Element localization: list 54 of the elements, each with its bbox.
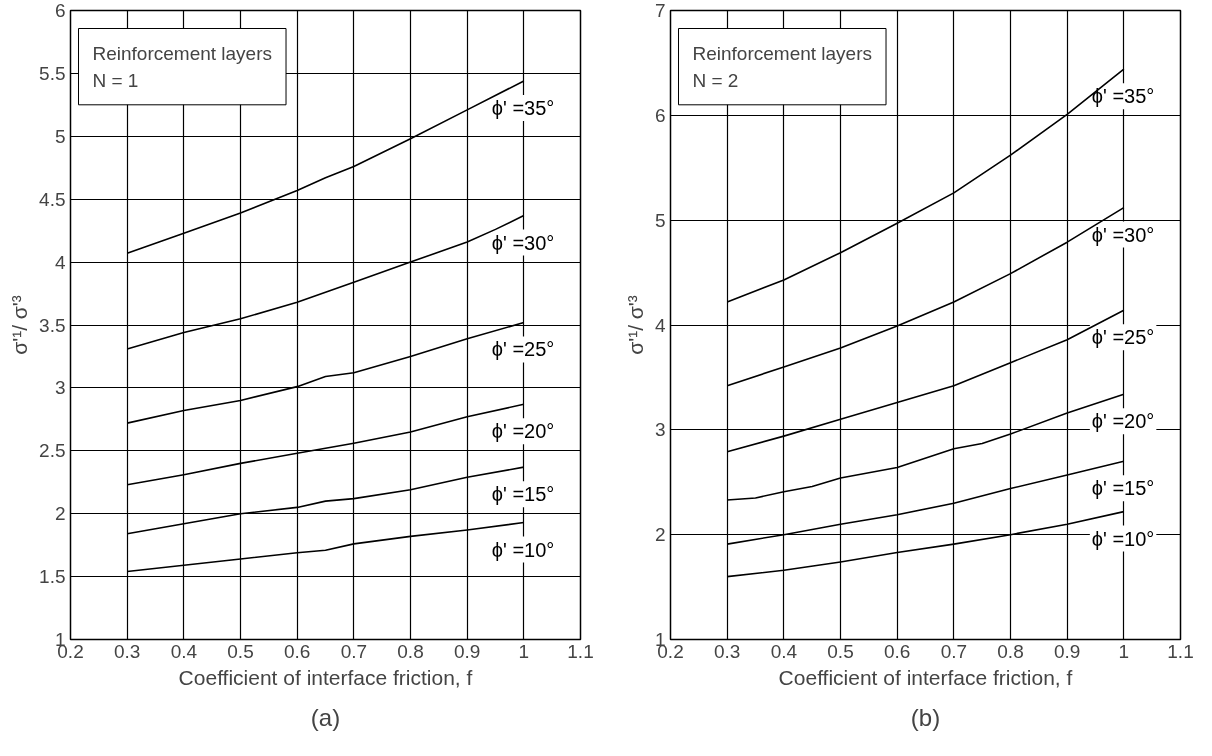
- y-tick-label: 1.5: [39, 566, 66, 588]
- series-label: ϕ' =25°: [491, 338, 555, 361]
- y-tick-label: 3: [654, 419, 666, 441]
- series-label: ϕ' =20°: [1091, 410, 1155, 433]
- x-tick-label: 0.3: [113, 640, 141, 662]
- x-axis-title: Coefficient of interface friction, f: [178, 665, 473, 689]
- y-tick-label: 3.5: [39, 314, 66, 336]
- y-tick-label: 5.5: [39, 62, 66, 84]
- y-tick-label: 2: [54, 503, 66, 525]
- y-tick-label: 4: [54, 251, 66, 273]
- x-tick-label: 0.9: [453, 640, 481, 662]
- y-tick-label: 6: [54, 0, 66, 21]
- x-tick-label: 1.1: [1167, 640, 1194, 662]
- series-label: ϕ' =35°: [1091, 85, 1155, 108]
- series-label: ϕ' =10°: [1091, 527, 1155, 550]
- y-tick-label: 2.5: [39, 440, 66, 462]
- annotation: Reinforcement layers N = 1: [92, 42, 273, 91]
- y-tick-label: 2: [654, 524, 666, 546]
- x-tick-label: 1.1: [567, 640, 594, 662]
- x-axis-title: Coefficient of interface friction, f: [778, 665, 1073, 689]
- y-axis-title: σ'¹/ σ'³: [8, 295, 32, 355]
- x-tick-label: 0.4: [170, 640, 198, 662]
- y-tick-label: 7: [654, 0, 666, 21]
- series-label: ϕ' =35°: [491, 96, 555, 119]
- y-tick-label: 4.5: [39, 188, 66, 210]
- x-tick-label: 0.8: [397, 640, 424, 662]
- x-tick-label: 0.7: [340, 640, 368, 662]
- series-label: ϕ' =20°: [491, 420, 555, 443]
- y-tick-label: 5: [54, 125, 66, 147]
- y-tick-label: 6: [654, 104, 666, 126]
- x-tick-label: 0.5: [827, 640, 854, 662]
- series-label: ϕ' =30°: [491, 231, 555, 254]
- text: (a): [310, 703, 341, 731]
- x-tick-label: 1: [1118, 640, 1130, 662]
- text: (b): [910, 703, 941, 731]
- x-tick-label: 0.8: [997, 640, 1024, 662]
- x-tick-label: 0.5: [227, 640, 254, 662]
- y-tick-label: 4: [654, 314, 666, 336]
- x-tick-label: 0.6: [283, 640, 311, 662]
- series-label: ϕ' =15°: [1091, 477, 1155, 500]
- x-tick-label: 0.3: [713, 640, 741, 662]
- y-tick-label: 5: [654, 209, 666, 231]
- y-tick-label: 3: [54, 377, 66, 399]
- annotation: Reinforcement layers N = 2: [692, 42, 873, 91]
- x-tick-label: 0.9: [1053, 640, 1081, 662]
- y-axis-title: σ'¹/ σ'³: [623, 295, 647, 355]
- series-label: ϕ' =10°: [491, 538, 555, 561]
- series-label: ϕ' =15°: [491, 483, 555, 506]
- series-label: ϕ' =25°: [1091, 326, 1155, 349]
- x-tick-label: 0.7: [940, 640, 968, 662]
- x-tick-label: 1: [518, 640, 530, 662]
- x-tick-label: 0.4: [770, 640, 798, 662]
- x-tick-label: 0.6: [883, 640, 911, 662]
- series-label: ϕ' =30°: [1091, 223, 1155, 246]
